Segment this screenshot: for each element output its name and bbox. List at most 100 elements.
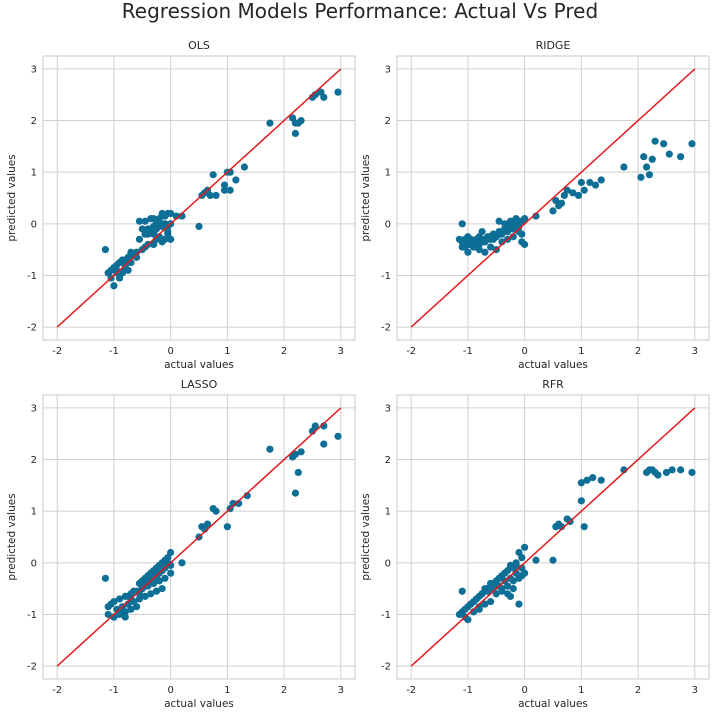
- data-point: [495, 217, 503, 225]
- data-point: [458, 220, 466, 228]
- y-tick-label: 0: [31, 219, 37, 230]
- data-point: [489, 230, 498, 238]
- y-tick-label: -1: [27, 610, 37, 621]
- data-point: [167, 569, 175, 577]
- data-point: [501, 220, 509, 228]
- data-point: [552, 523, 560, 531]
- data-point: [677, 466, 685, 474]
- x-tick-label: 0: [521, 346, 527, 357]
- data-point: [320, 93, 328, 101]
- data-point: [597, 176, 605, 184]
- identity-line: [56, 68, 342, 328]
- y-tick-label: -2: [381, 323, 391, 334]
- data-point: [464, 248, 472, 256]
- data-point: [198, 523, 206, 531]
- y-tick-label: -1: [381, 610, 391, 621]
- y-axis-label: predicted values: [360, 493, 372, 580]
- data-point: [334, 432, 342, 440]
- data-point: [178, 559, 186, 567]
- plot-frame: [396, 55, 710, 341]
- data-point: [637, 173, 645, 181]
- data-point: [133, 603, 141, 611]
- x-tick-label: 2: [635, 685, 641, 696]
- x-axis-label: actual values: [518, 359, 588, 371]
- data-point: [127, 605, 135, 613]
- data-point: [665, 150, 673, 158]
- data-point: [232, 176, 240, 184]
- identity-line: [410, 68, 696, 328]
- data-point: [660, 140, 668, 148]
- y-tick-label: 3: [31, 403, 37, 414]
- x-tick-label: -1: [463, 346, 473, 357]
- data-point: [294, 119, 302, 127]
- x-tick-label: 0: [167, 346, 173, 357]
- data-point: [495, 227, 503, 236]
- data-point: [662, 468, 671, 477]
- data-point: [580, 186, 588, 194]
- data-point: [209, 171, 217, 179]
- y-tick-label: 3: [385, 64, 391, 75]
- data-point: [506, 222, 515, 230]
- y-tick-label: 2: [31, 455, 37, 466]
- data-point: [223, 523, 231, 531]
- x-tick-label: 2: [635, 346, 641, 357]
- data-point: [135, 235, 144, 243]
- data-point: [141, 217, 149, 225]
- data-point: [294, 468, 302, 477]
- data-point: [240, 163, 248, 171]
- data-point: [549, 556, 557, 564]
- y-axis-label: predicted values: [360, 154, 372, 241]
- data-point: [478, 235, 486, 243]
- data-point: [289, 453, 297, 461]
- data-point: [226, 186, 234, 194]
- data-point: [101, 574, 109, 582]
- data-point: [266, 445, 274, 453]
- x-tick-label: 3: [692, 346, 698, 357]
- data-point: [512, 561, 520, 570]
- data-point: [574, 191, 583, 200]
- x-tick-label: -2: [406, 685, 416, 696]
- data-point: [577, 497, 585, 505]
- data-point: [506, 217, 515, 225]
- data-point: [104, 269, 112, 277]
- data-point: [320, 440, 328, 448]
- y-axis-label: predicted values: [6, 493, 18, 580]
- subplot-rfr: -2 -1 0 1 2 3 -2 -1 0 1 2 3 RFR actual values predicte…: [360, 378, 710, 710]
- data-point: [501, 225, 509, 233]
- data-point: [150, 579, 158, 588]
- data-point: [147, 215, 155, 223]
- data-point: [651, 137, 659, 145]
- subplot-lasso: -2 -1 0 1 2 3 -2 -1 0 1 2 3 LASSO actual values predic…: [6, 378, 356, 710]
- x-tick-label: 1: [578, 346, 584, 357]
- data-point: [158, 585, 166, 593]
- data-point: [291, 129, 300, 138]
- data-point: [158, 238, 166, 246]
- data-point: [455, 610, 463, 619]
- data-point: [127, 248, 135, 256]
- data-point: [677, 153, 685, 161]
- data-point: [220, 186, 229, 194]
- x-tick-label: 1: [224, 346, 230, 357]
- x-tick-label: -2: [406, 346, 416, 357]
- x-axis-label: actual values: [164, 698, 234, 710]
- data-point: [563, 515, 571, 523]
- data-point: [469, 243, 478, 251]
- y-tick-label: 2: [385, 116, 391, 127]
- data-point: [552, 196, 560, 205]
- data-point: [455, 235, 463, 243]
- x-tick-label: 1: [224, 685, 230, 696]
- data-point: [209, 505, 217, 513]
- subplot-ridge: -2 -1 0 1 2 3 -2 -1 0 1 2 3 RIDGE actual values predic…: [360, 39, 710, 371]
- subplot-title: OLS: [188, 39, 210, 52]
- subplot-title: RIDGE: [536, 39, 571, 52]
- x-tick-label: 0: [521, 685, 527, 696]
- data-point: [472, 595, 481, 603]
- y-tick-label: 0: [385, 219, 391, 230]
- data-point: [509, 577, 517, 585]
- data-point: [152, 587, 161, 595]
- data-point: [334, 88, 342, 96]
- data-point: [515, 600, 523, 608]
- x-tick-label: 3: [338, 346, 344, 357]
- subplot-title: LASSO: [181, 378, 218, 391]
